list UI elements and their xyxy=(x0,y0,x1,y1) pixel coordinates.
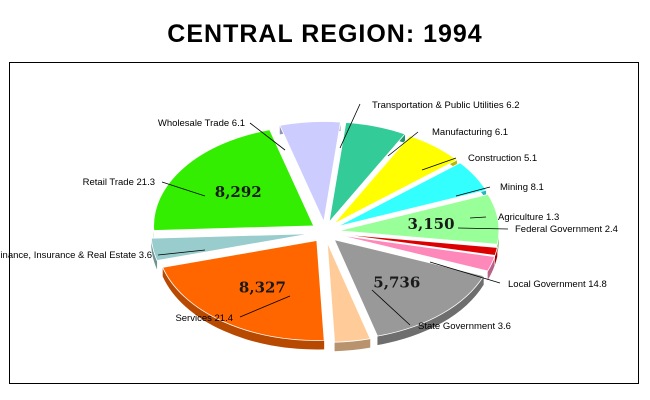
leader-line xyxy=(239,295,291,318)
pie-slice xyxy=(338,234,496,272)
pie-slice xyxy=(328,122,406,224)
slice-value-label: 8,292 xyxy=(215,183,262,201)
leader-line xyxy=(157,249,206,256)
slice-category-label: Retail Trade 21.3 xyxy=(83,177,155,188)
chart-title: CENTRAL REGION: 1994 xyxy=(167,20,483,48)
pie-slice-side xyxy=(495,247,498,265)
slice-category-label: State Government 3.6 xyxy=(418,321,511,332)
slice-category-label: Manufacturing 6.1 xyxy=(432,127,508,138)
pie-slice xyxy=(153,129,315,231)
leader-line xyxy=(161,181,206,197)
pie-slice xyxy=(336,162,487,228)
slice-category-label: Local Government 14.8 xyxy=(508,279,607,290)
leader-line xyxy=(339,103,361,149)
pie-slice-side xyxy=(334,338,371,352)
slice-value-label: 3,150 xyxy=(408,215,455,233)
leader-line xyxy=(249,122,286,151)
leader-line xyxy=(387,131,419,157)
leader-line xyxy=(455,186,491,197)
slice-category-label: Mining 8.1 xyxy=(500,182,544,193)
pie-slice xyxy=(333,239,485,337)
pie-slice-side xyxy=(377,275,484,346)
slice-category-label: Construction 5.1 xyxy=(468,153,537,164)
slice-value-label: 5,736 xyxy=(373,274,420,292)
chart-frame xyxy=(9,62,639,384)
slice-value-label: 8,327 xyxy=(239,279,286,297)
pie-slice xyxy=(162,240,325,341)
leader-line xyxy=(429,261,501,284)
pie-slice-side xyxy=(162,267,325,350)
slice-category-label: Finance, Insurance & Real Estate 3.6 xyxy=(0,250,152,261)
leader-line xyxy=(371,289,411,326)
leader-line xyxy=(457,227,509,230)
pie-slice xyxy=(338,193,500,245)
slice-category-label: Wholesale Trade 6.1 xyxy=(158,118,245,129)
leader-line xyxy=(469,216,487,219)
pie-slice xyxy=(333,135,458,225)
slice-category-label: Services 21.4 xyxy=(175,313,233,324)
slice-category-label: Federal Government 2.4 xyxy=(515,224,618,235)
pie-slice-side xyxy=(487,256,495,281)
pie-slice xyxy=(338,233,498,256)
pie-slice xyxy=(279,121,341,223)
slice-category-label: Agriculture 1.3 xyxy=(498,212,559,223)
leader-line xyxy=(421,157,457,171)
slice-category-label: Transportation & Public Utilities 6.2 xyxy=(372,100,520,111)
pie-slice xyxy=(326,242,371,343)
pie-slice xyxy=(150,233,312,262)
